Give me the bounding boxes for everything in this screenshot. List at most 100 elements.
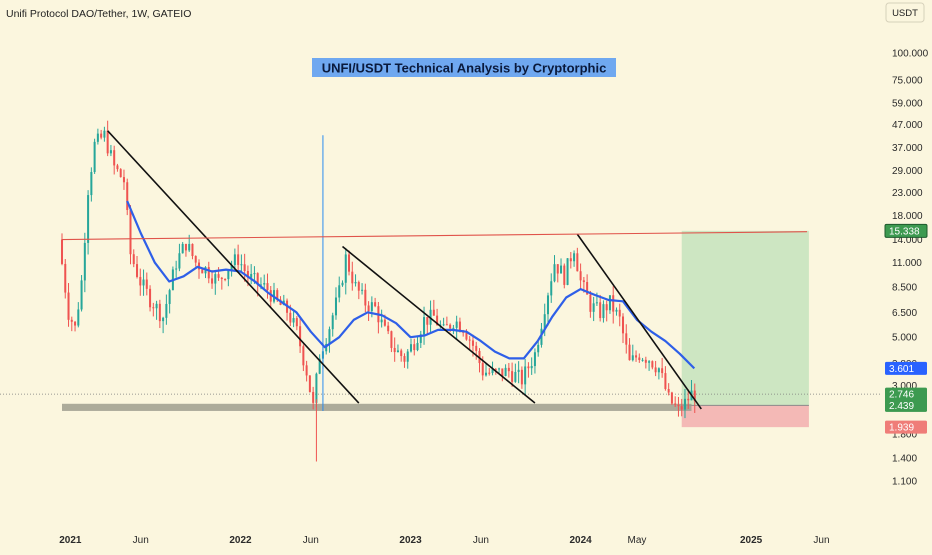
- candle: [644, 356, 647, 369]
- position-loss-zone[interactable]: [681, 405, 809, 428]
- candle: [589, 290, 592, 318]
- candle: [413, 338, 416, 356]
- candle: [334, 287, 337, 320]
- y-tick-label: 6.500: [892, 308, 917, 319]
- resistance-line[interactable]: [61, 231, 808, 241]
- candle: [103, 126, 106, 142]
- candle: [240, 254, 243, 273]
- candle: [191, 243, 194, 260]
- downtrend-line-1[interactable]: [107, 130, 360, 404]
- candle: [527, 362, 530, 378]
- candle: [230, 260, 233, 277]
- candle: [250, 264, 253, 285]
- candle: [393, 337, 396, 362]
- candle: [96, 128, 99, 145]
- candle: [367, 301, 370, 322]
- x-tick-label: Jun: [303, 535, 319, 546]
- time-axis[interactable]: [0, 528, 932, 550]
- candle: [152, 302, 155, 317]
- candle: [312, 386, 315, 410]
- candle: [475, 341, 478, 360]
- y-tick-label: 18.000: [892, 211, 923, 222]
- candle: [507, 362, 510, 378]
- candle: [178, 243, 181, 272]
- candle: [579, 263, 582, 289]
- candle: [419, 330, 422, 348]
- candle: [295, 316, 298, 331]
- price-label: 1.939: [885, 420, 927, 434]
- candle: [485, 363, 488, 377]
- candle: [517, 361, 520, 384]
- candle: [380, 309, 383, 328]
- candle: [341, 280, 344, 287]
- currency-button[interactable]: USDT: [885, 2, 925, 23]
- candle: [445, 316, 448, 326]
- candle: [468, 336, 471, 351]
- candle: [573, 250, 576, 267]
- y-tick-label: 5.000: [892, 333, 917, 344]
- candle: [687, 389, 690, 409]
- candle: [233, 248, 236, 270]
- candle: [168, 288, 171, 314]
- candle: [122, 169, 125, 190]
- position-profit-zone[interactable]: [681, 230, 809, 406]
- analysis-title-label: UNFI/USDT Technical Analysis by Cryptorp…: [312, 58, 616, 77]
- candle: [553, 255, 556, 283]
- candle: [670, 391, 673, 405]
- candle: [661, 357, 664, 378]
- candle: [139, 268, 142, 296]
- candle: [308, 375, 311, 393]
- candle: [654, 360, 657, 377]
- candle: [263, 274, 266, 291]
- candle: [197, 259, 201, 279]
- candle: [67, 283, 70, 327]
- candle: [357, 280, 360, 300]
- candle: [113, 145, 116, 175]
- x-tick-label: Jun: [133, 535, 149, 546]
- candle: [651, 360, 654, 370]
- y-tick-label: 14.000: [892, 235, 923, 246]
- candle: [409, 338, 413, 353]
- price-label-value: 2.439: [889, 401, 914, 412]
- support-zone[interactable]: [62, 403, 692, 411]
- candle: [403, 353, 406, 368]
- candle: [93, 138, 96, 174]
- x-tick-label: 2024: [569, 535, 592, 546]
- y-tick-label: 3.000: [892, 381, 917, 392]
- candle: [524, 358, 527, 395]
- candle: [674, 396, 677, 407]
- candle: [165, 294, 168, 325]
- candle: [556, 264, 559, 283]
- candle: [129, 205, 132, 265]
- x-tick-label: Jun: [473, 535, 489, 546]
- candle: [149, 285, 152, 312]
- candle: [406, 349, 409, 369]
- downtrend-line-2[interactable]: [341, 245, 536, 404]
- candle: [488, 368, 491, 376]
- candle: [70, 316, 73, 332]
- candle: [109, 144, 112, 157]
- candle: [354, 274, 357, 287]
- candle: [214, 270, 217, 295]
- candle: [142, 269, 145, 296]
- candle: [344, 247, 347, 295]
- candle: [100, 129, 103, 140]
- candle: [227, 269, 230, 287]
- candle: [116, 163, 119, 172]
- candle: [530, 357, 533, 375]
- candle: [599, 294, 602, 322]
- downtrend-line-3[interactable]: [576, 233, 702, 410]
- candle: [683, 389, 686, 419]
- candle: [550, 273, 553, 303]
- y-tick-label: 37.000: [892, 143, 923, 154]
- candle: [364, 283, 367, 313]
- candle: [504, 364, 507, 377]
- candle: [374, 297, 377, 308]
- candle: [126, 178, 129, 216]
- price-label-value: 3.601: [889, 364, 914, 375]
- price-axis[interactable]: [882, 0, 932, 550]
- candle: [77, 302, 80, 328]
- candle: [302, 344, 305, 372]
- candle: [184, 243, 187, 257]
